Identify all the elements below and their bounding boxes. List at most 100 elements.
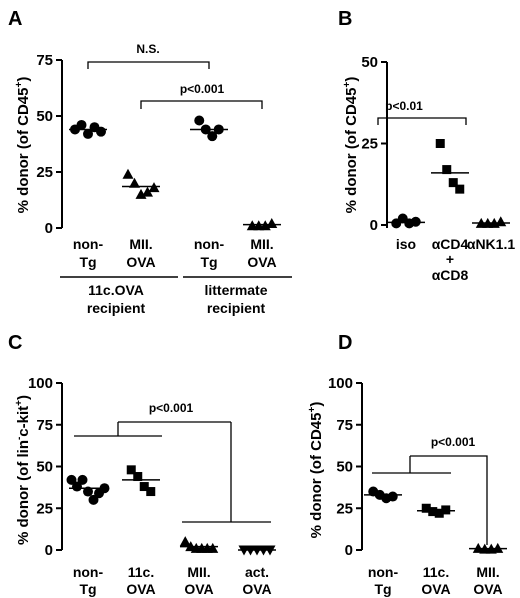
- panel-a-cat-3-line2: Tg: [200, 254, 217, 270]
- panel-a-cat-3-line1: non-: [194, 236, 225, 252]
- panel-d-letter: D: [338, 332, 352, 354]
- panel-b-y-axis-title: % donor (of CD45+): [342, 77, 360, 214]
- panel-a-y-tick-label-0: 0: [45, 220, 53, 237]
- panel-d-series-2-point-3: [434, 508, 444, 518]
- panel-c-y-tick-label-3: 75: [36, 417, 53, 434]
- panel-c-series-3-point-6: [207, 542, 219, 553]
- panel-a-series-2-point-4: [142, 186, 153, 197]
- panel-a-cat-4-line1: MII.: [250, 236, 273, 252]
- panel-c-series-2-point-2: [133, 472, 143, 482]
- panel-d-y-axis-title: % donor (of CD45+): [307, 402, 325, 539]
- panel-c-y-tick-label-0: 0: [45, 542, 53, 559]
- panel-a-p-label: p<0.001: [180, 82, 225, 96]
- panel-d-p-label: p<0.001: [431, 435, 476, 449]
- panel-c-y-tick-label-2: 50: [36, 459, 53, 476]
- panel-c-cat-2-line2: OVA: [126, 581, 155, 597]
- panel-c-series-1-point-2: [72, 481, 82, 492]
- panel-d-cat-1-line1: non-: [368, 564, 399, 580]
- panel-c-cat-1-line1: non-: [73, 564, 104, 580]
- panel-a-series-2-point-2: [129, 177, 140, 188]
- panel-a-y-tick-label-1: 25: [36, 164, 53, 181]
- panel-a-series-1-point-2: [76, 119, 87, 130]
- panel-d-cat-1-line2: Tg: [374, 581, 391, 597]
- panel-b-y-tick-label-0: 0: [370, 217, 378, 234]
- panel-b-cat-2-line2: +: [446, 251, 454, 267]
- panel-b-p-bracket: [377, 117, 467, 125]
- panel-d-cat-2-line1: 11c.: [423, 564, 449, 580]
- panel-a-ns-label: N.S.: [136, 42, 159, 56]
- panel-b-series-2-point-1: [435, 139, 445, 148]
- panel-c-right-group-bracket: [182, 422, 271, 523]
- panel-d-y-tick-label-1: 25: [336, 500, 353, 517]
- panel-a-p-bracket: [140, 100, 263, 109]
- panel-c-letter: C: [8, 332, 22, 354]
- panel-b-series-2-point-2: [442, 165, 452, 175]
- panel-c-series-2-point-4: [146, 487, 156, 497]
- panel-a-y-tick-label-2: 50: [36, 108, 53, 125]
- panel-c-y-tick-label-1: 25: [36, 500, 53, 517]
- panel-c-cat-4-line2: OVA: [242, 581, 271, 597]
- panel-a-series-3-point-1: [194, 115, 205, 126]
- panel-c-series-3-point-1: [179, 536, 191, 547]
- panel-c: C % donor (of lin-c-kit+) 0 25 50 75 100 non…: [8, 332, 276, 597]
- panel-d-y-tick-label-2: 50: [336, 459, 353, 476]
- panel-d-series-2-point-4: [441, 505, 451, 515]
- panel-b-series-2-point-3: [448, 178, 458, 188]
- panel-b-cat-2-line3: αCD8: [432, 267, 469, 283]
- panel-d-left-group-bracket: [372, 456, 451, 474]
- panel-c-series-2-point-1: [126, 465, 136, 475]
- panel-b-series-2-point-4: [455, 184, 465, 194]
- panel-b-y-tick-label-2: 50: [361, 54, 378, 71]
- panel-b-series-3-point-4: [495, 216, 507, 227]
- panel-c-cat-3-line2: OVA: [184, 581, 213, 597]
- panel-a-group-1-line2: recipient: [87, 300, 146, 316]
- panel-c-cat-2-line1: 11c.: [128, 564, 154, 580]
- panel-b-p-label: p<0.01: [385, 99, 423, 113]
- panel-a-cat-2-line1: MII.: [129, 236, 152, 252]
- panel-c-series-1-point-1: [66, 474, 77, 485]
- panel-b-cat-2-line1: αCD4: [432, 236, 469, 252]
- panel-d-cat-2-line2: OVA: [421, 581, 450, 597]
- panel-b-letter: B: [338, 8, 352, 30]
- panel-d-y-tick-label-4: 100: [328, 375, 353, 392]
- panel-a-series-1-point-5: [96, 126, 106, 137]
- panel-a-cat-1-line1: non-: [73, 236, 104, 252]
- panel-d-cat-3-line2: OVA: [473, 581, 502, 597]
- panel-d-series-1-point-4: [387, 491, 398, 502]
- panel-c-series-1-point-5: [88, 494, 99, 505]
- panel-c-y-tick-label-4: 100: [28, 375, 53, 392]
- panel-c-cat-1-line2: Tg: [79, 581, 96, 597]
- panel-c-cat-3-line1: MII.: [187, 564, 210, 580]
- panel-d-cat-3-line1: MII.: [476, 564, 499, 580]
- panel-c-cat-4-line1: act.: [245, 564, 269, 580]
- panel-a-series-1-point-3: [83, 128, 93, 139]
- panel-a-series-3-point-3: [207, 131, 218, 142]
- panel-a-group-2-line1: littermate: [204, 282, 267, 298]
- panel-d-p-bracket: [410, 455, 488, 545]
- panel-a-series-4-point-4: [266, 218, 278, 229]
- panel-c-p-label: p<0.001: [149, 401, 194, 415]
- panel-a-group-1-line1: 11c.OVA: [88, 282, 144, 298]
- panel-d-series-3-point-4: [492, 542, 504, 553]
- panel-d-series-2-point-2: [428, 507, 438, 517]
- panel-d-y-tick-label-0: 0: [345, 542, 353, 559]
- panel-a-series-2-point-1: [122, 168, 134, 179]
- panel-b-y-tick-label-1: 25: [361, 136, 378, 153]
- panel-b-cat-3-line1: αNK1.1: [467, 236, 516, 252]
- panel-a-cat-1-line2: Tg: [79, 254, 96, 270]
- panel-d-series-2-point-1: [421, 503, 431, 513]
- panel-c-series-2-point-3: [139, 482, 149, 492]
- panel-b-cat-1-line1: iso: [396, 236, 416, 252]
- panel-a-y-tick-label-3: 75: [36, 52, 53, 69]
- panel-a-ns-bracket: [87, 61, 210, 69]
- panel-a-group-2-line2: recipient: [207, 300, 266, 316]
- panel-d-y-tick-label-3: 75: [336, 417, 353, 434]
- panel-a-letter: A: [8, 8, 22, 30]
- panel-c-series-1-point-4: [83, 486, 93, 497]
- panel-a-cat-2-line2: OVA: [126, 254, 155, 270]
- panel-c-series-1-point-3: [77, 474, 88, 485]
- panel-b: B % donor (of CD45+) 0 25 50 iso αCD4 + αC…: [338, 8, 515, 283]
- panel-c-left-group-bracket: [74, 422, 162, 437]
